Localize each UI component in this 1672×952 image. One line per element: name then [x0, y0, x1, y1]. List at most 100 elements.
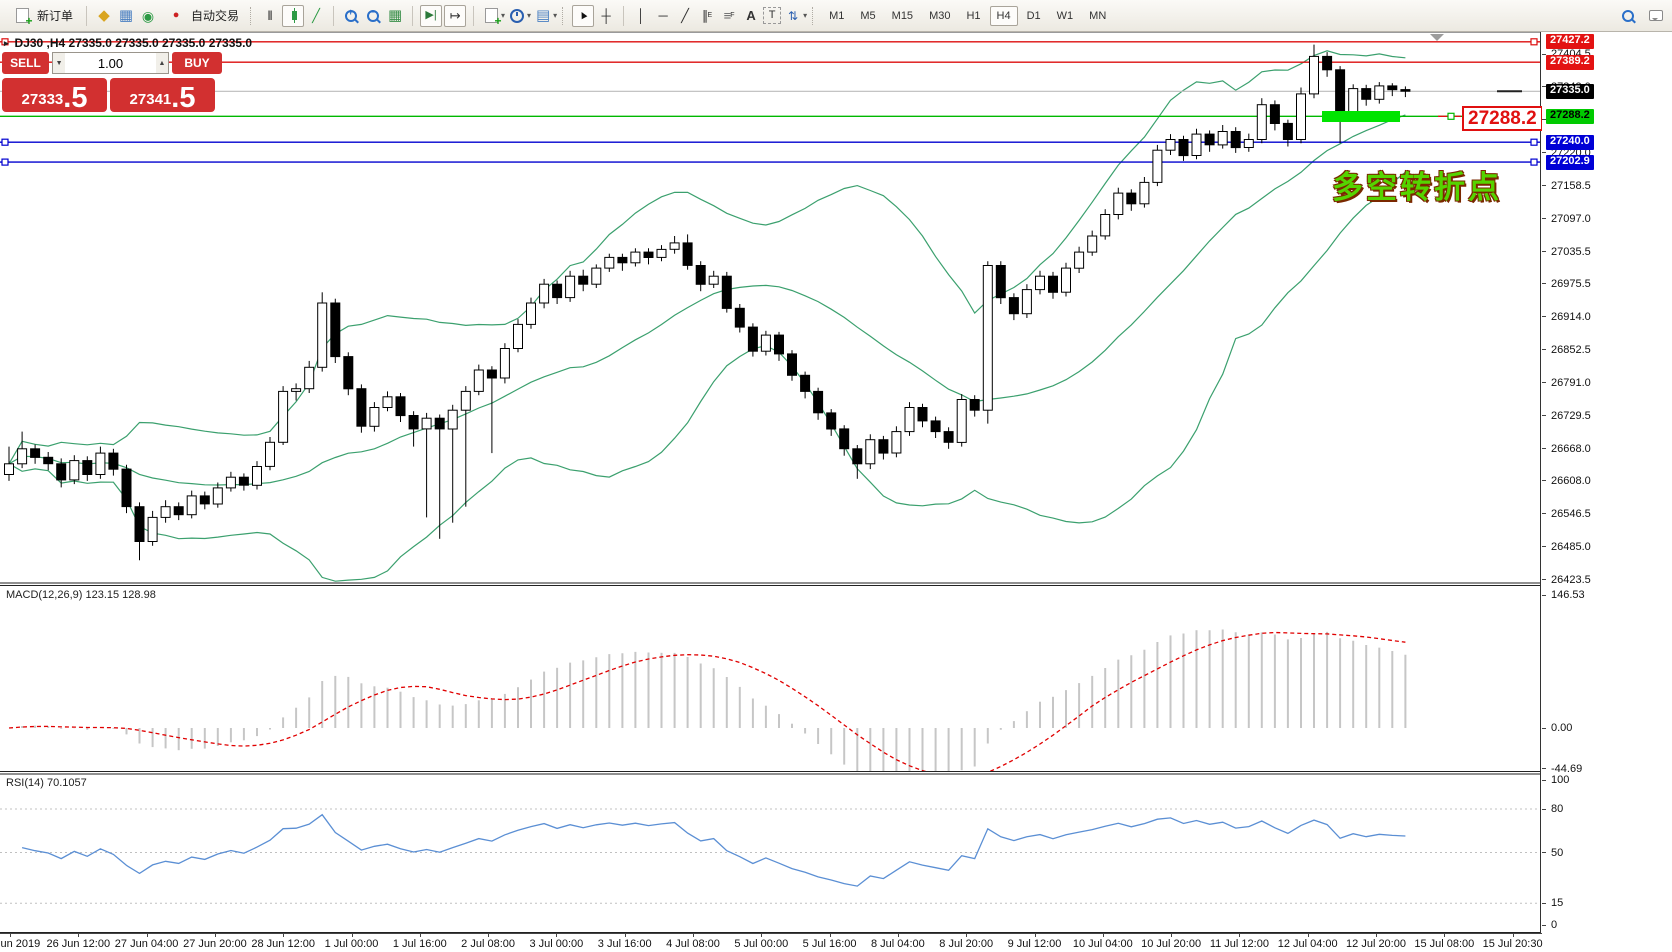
time-label: 27 Jun 20:00: [183, 938, 247, 950]
time-tick: [1307, 934, 1309, 937]
time-label: 12 Jul 04:00: [1277, 938, 1338, 950]
periods-dropdown-icon[interactable]: ▾: [527, 11, 532, 20]
cursor-icon[interactable]: ▲: [572, 4, 595, 27]
chart-title: ▸ DJ30 ,H4 27335.0 27335.0 27335.0 27335…: [4, 36, 252, 50]
timeframe-button-m1[interactable]: M1: [829, 9, 845, 22]
templates-dropdown-icon[interactable]: ▾: [553, 11, 558, 20]
rsi-tick: 50: [1542, 847, 1563, 859]
time-label: 27 Jun 04:00: [114, 938, 179, 950]
channel-tool-label: E: [707, 12, 713, 19]
time-label: 1 Jul 00:00: [324, 938, 379, 950]
toolbar-separator: [333, 5, 335, 26]
time-tick: [10, 934, 11, 937]
macd-name: MACD(12,26,9): [6, 589, 83, 601]
time-label: 26 Jun 12:00: [46, 938, 111, 950]
templates-icon[interactable]: ▤: [535, 7, 551, 24]
horizontal-line-tool-icon[interactable]: ─: [658, 8, 668, 23]
time-label: 3 Jul 16:00: [597, 938, 652, 950]
time-tick: [1239, 934, 1241, 937]
time-tick: [897, 934, 899, 937]
toolbar-separator: [473, 5, 475, 26]
fibonacci-tool-label: F: [730, 12, 735, 19]
price-tick: 26791.0: [1542, 377, 1591, 389]
time-tick: [146, 934, 148, 937]
line-chart-icon[interactable]: ╱: [312, 8, 320, 23]
arrows-tool-icon[interactable]: ⇅: [788, 8, 799, 23]
toolbar: 新订单 ◆ ▦ ◉ ● 自动交易 ‖ ╱ + − ▦ ▶| ↦ ▾ ▾ ▤▾ ▲…: [0, 0, 1672, 32]
rsi-value: 70.1057: [46, 777, 87, 789]
timeframe-group: M1 M5 M15 M30 H1 H4 D1 W1 MN: [822, 5, 1113, 26]
timeframe-button-w1[interactable]: W1: [1056, 9, 1074, 22]
indicators-icon[interactable]: [481, 6, 502, 27]
data-window-icon[interactable]: ▦: [118, 7, 134, 24]
timeframe-button-h1[interactable]: H1: [966, 9, 981, 22]
market-watch-icon[interactable]: ◆: [98, 7, 110, 24]
time-tick: [488, 934, 490, 937]
price-tag: 27389.2: [1546, 54, 1594, 70]
candlestick-chart[interactable]: [0, 32, 1542, 933]
price-axis[interactable]: 27404.527343.027281.527220.027158.527097…: [1542, 32, 1672, 933]
indicators-dropdown-icon[interactable]: ▾: [501, 11, 506, 20]
pivot-annotation[interactable]: 多空转折点: [1332, 170, 1502, 206]
search-icon[interactable]: [1618, 6, 1638, 26]
buy-button[interactable]: BUY: [172, 52, 222, 74]
timeframe-button-m30[interactable]: M30: [929, 9, 951, 22]
time-tick: [351, 934, 353, 937]
zoom-in-icon[interactable]: +: [341, 6, 361, 26]
crosshair-icon[interactable]: ┼: [601, 8, 611, 23]
channel-tool-icon[interactable]: ∥ E: [701, 8, 713, 23]
time-tick: [419, 934, 421, 937]
timeframe-button-m15[interactable]: M15: [891, 9, 914, 22]
time-tick: [761, 934, 763, 937]
navigator-icon[interactable]: ◉: [141, 7, 155, 24]
time-label: 28 Jun 12:00: [251, 938, 315, 950]
price-callout[interactable]: 27288.2: [1462, 106, 1543, 131]
zoom-out-icon[interactable]: −: [363, 6, 383, 26]
arrows-dropdown-icon[interactable]: ▾: [803, 11, 808, 20]
chat-icon[interactable]: [1646, 6, 1666, 26]
volume-decrease-button[interactable]: ▼: [53, 53, 66, 73]
sell-button[interactable]: SELL: [2, 52, 49, 74]
periods-icon[interactable]: [507, 6, 527, 26]
sell-price[interactable]: 27333.5: [2, 78, 107, 113]
chart-title-text: DJ30 ,H4 27335.0 27335.0 27335.0 27335.0: [14, 36, 253, 50]
fibonacci-tool-icon[interactable]: ≡ F: [723, 8, 735, 23]
timeframe-button-d1[interactable]: D1: [1026, 9, 1041, 22]
time-label: 8 Jul 20:00: [939, 938, 994, 950]
time-tick: [966, 934, 968, 937]
autotrading-icon: ●: [172, 9, 180, 21]
time-tick: [1444, 934, 1446, 937]
bar-chart-icon[interactable]: ‖: [267, 8, 273, 23]
text-tool-icon[interactable]: A: [746, 8, 756, 23]
price-tick: 26914.0: [1542, 311, 1591, 323]
candlestick-chart-icon[interactable]: [282, 4, 305, 27]
toolbar-separator: [623, 5, 625, 26]
price-tick: 26608.0: [1542, 475, 1591, 487]
rsi-tick: 15: [1542, 897, 1563, 909]
auto-scroll-icon[interactable]: ↦: [444, 4, 467, 27]
time-label: 9 Jul 12:00: [1007, 938, 1062, 950]
time-label: 15 Jul 20:30: [1482, 938, 1543, 950]
timeframe-button-mn[interactable]: MN: [1089, 9, 1107, 22]
volume-input[interactable]: [65, 53, 156, 73]
macd-tick: 146.53: [1542, 589, 1585, 601]
price-tick: 26546.5: [1542, 508, 1591, 520]
price-tick: 26423.5: [1542, 574, 1591, 586]
rsi-label: RSI(14) 70.1057: [6, 777, 87, 789]
chart-shift-icon[interactable]: ▶|: [420, 4, 443, 27]
chart-menu-icon[interactable]: ▸: [4, 37, 9, 48]
timeframe-button-m5[interactable]: M5: [860, 9, 876, 22]
autotrading-button[interactable]: ● 自动交易: [160, 3, 245, 29]
vertical-line-tool-icon[interactable]: │: [637, 8, 646, 23]
new-order-button[interactable]: 新订单: [6, 3, 79, 29]
tile-windows-icon[interactable]: ▦: [387, 7, 403, 24]
timeframe-button-h4[interactable]: H4: [989, 5, 1018, 26]
time-tick: [1034, 934, 1036, 937]
text-label-tool-icon[interactable]: T: [763, 7, 782, 24]
volume-increase-button[interactable]: ▲: [155, 53, 168, 73]
time-label: 2 Jul 08:00: [461, 938, 516, 950]
time-tick: [1512, 934, 1514, 937]
buy-price[interactable]: 27341.5: [110, 78, 215, 113]
trendline-tool-icon[interactable]: ╱: [681, 8, 689, 23]
